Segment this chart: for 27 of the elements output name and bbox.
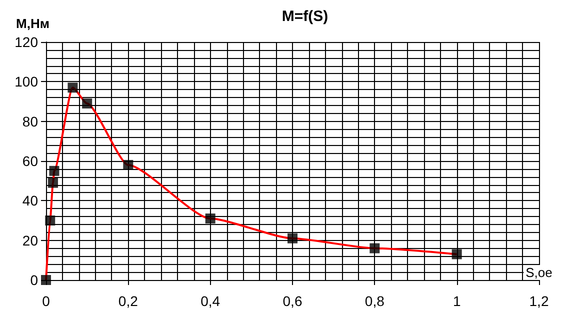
point (452, 249, 462, 260)
y-tick-label: 60 (22, 153, 38, 169)
chart-title: M=f(S) (282, 8, 328, 25)
x-tick-label: 1,2 (529, 293, 549, 309)
point (288, 233, 298, 244)
x-tick-label: 0,2 (118, 293, 138, 309)
point (49, 166, 60, 176)
point (205, 214, 216, 224)
x-tick-label: 0,8 (364, 293, 385, 309)
x-tick-label: 1 (452, 293, 461, 309)
y-tick-label: 40 (22, 192, 38, 209)
x-tick-label: 0,6 (282, 293, 302, 309)
y-tick-label: 120 (14, 34, 38, 50)
point (48, 178, 58, 188)
x-axis-title: S,ое (526, 265, 552, 280)
y-axis-title: M,Нм (16, 16, 50, 31)
y-tick-label: 80 (22, 113, 38, 130)
y-tick-label: 100 (14, 74, 38, 90)
x-tick-label: 0,4 (200, 293, 220, 309)
y-tick-label: 0 (30, 272, 38, 288)
point (68, 82, 78, 93)
point (370, 243, 380, 254)
point (82, 98, 92, 108)
x-tick-label: 0 (42, 293, 50, 309)
point (123, 160, 134, 170)
point (45, 216, 56, 226)
y-tick-label: 20 (22, 232, 38, 248)
